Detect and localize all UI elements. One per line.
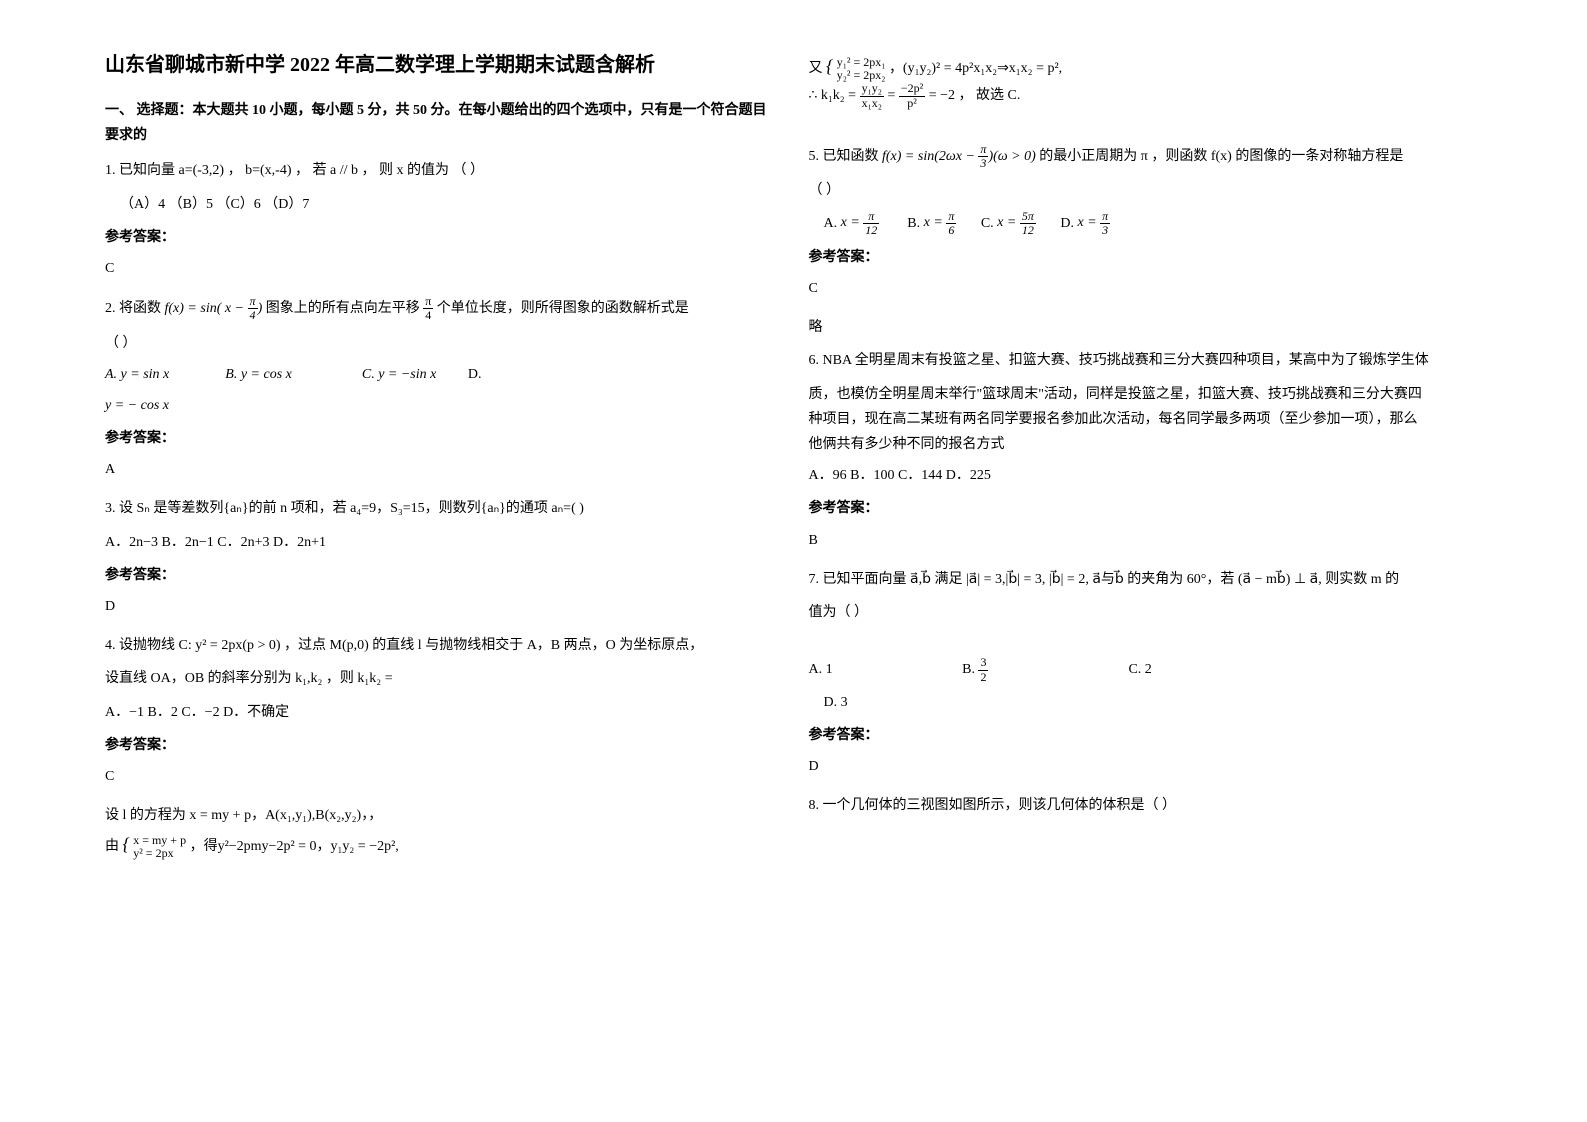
q5-text-a: 5. 已知函数 xyxy=(809,149,879,164)
q5-optB: B. xyxy=(907,215,920,230)
q5-optB-val: x = π6 xyxy=(924,215,957,230)
q2-optB: B. y = cos x xyxy=(225,367,292,382)
q7-options: A. 1 B. 32 C. 2 xyxy=(809,656,1483,683)
answer-4: C xyxy=(105,764,779,789)
question-1: 1. 已知向量 a=(-3,2) ， b=(x,-4) ， 若 a // b ，… xyxy=(105,158,779,183)
question-3: 3. 设 Sₙ 是等差数列{aₙ}的前 n 项和，若 a₄=9，S₃=15，则数… xyxy=(105,496,779,521)
answer-3: D xyxy=(105,594,779,619)
q2-text-a: 2. 将函数 xyxy=(105,301,161,316)
answer-7: D xyxy=(809,754,1483,779)
sol4-l4b: ， 故选 C. xyxy=(959,88,1021,103)
q5-text-b: 的最小正周期为 π ，则函数 f(x) 的图像的一条对称轴方程是 xyxy=(1039,149,1403,164)
q2-text-b: 图象上的所有点向左平移 xyxy=(266,301,420,316)
sol4-system1: x = my + p y² = 2px xyxy=(133,834,186,860)
q7-optC: C. 2 xyxy=(1128,662,1151,677)
q2-optD2: y = − cos x xyxy=(105,393,779,418)
q2-optD: D. xyxy=(468,367,482,382)
solution-4-line3: 又 { y₁² = 2px₁ y₂² = 2px₂ ，(y₁y₂)² = 4p²… xyxy=(809,50,1483,82)
sol4-brace1: { xyxy=(123,834,130,854)
q2-options: A. y = sin x B. y = cos x C. y = −sin x … xyxy=(105,362,779,387)
question-6-l1: 6. NBA 全明星周末有投篮之星、扣篮大赛、技巧挑战赛和三分大赛四种项目，某高… xyxy=(809,348,1483,373)
answer-5-note: 略 xyxy=(809,315,1483,340)
sol4-l3a: 又 xyxy=(809,61,823,76)
q2-optA: A. y = sin x xyxy=(105,367,169,382)
q2-paren: （ ） xyxy=(105,331,779,356)
sol4-l4a: ∴ k₁k₂ = xyxy=(809,88,860,103)
answer-label-5: 参考答案： xyxy=(809,245,1483,270)
q2-text-c: 个单位长度，则所得图象的函数解析式是 xyxy=(437,301,689,316)
sol4-frac2: −2p²p² xyxy=(899,82,925,109)
q5-optD: D. xyxy=(1060,215,1074,230)
question-2: 2. 将函数 f(x) = sin( x − π4) 图象上的所有点向左平移 π… xyxy=(105,295,779,322)
q1-options: （A）4 （B）5 （C）6 （D）7 xyxy=(120,192,779,217)
q5-optC: C. xyxy=(981,215,994,230)
solution-4-line4: ∴ k₁k₂ = y₁y₂x₁x₂ = −2p²p² = −2 ， 故选 C. xyxy=(809,82,1483,109)
answer-label-4: 参考答案： xyxy=(105,733,779,758)
answer-5: C xyxy=(809,276,1483,301)
answer-2: A xyxy=(105,457,779,482)
sol4-system2: y₁² = 2px₁ y₂² = 2px₂ xyxy=(837,56,886,82)
q5-formula: f(x) = sin(2ωx − π3)(ω > 0) xyxy=(882,149,1036,164)
sol4-brace2: { xyxy=(826,56,833,76)
question-6-l2: 质，也模仿全明星周末举行"篮球周末"活动，同样是投篮之星，扣篮大赛、技巧挑战赛和… xyxy=(809,382,1483,407)
q2-formula-1: f(x) = sin( x − π4) xyxy=(165,301,263,316)
question-6-l4: 他俩共有多少种不同的报名方式 xyxy=(809,432,1483,457)
sol4-l3b: ，(y₁y₂)² = 4p²x₁x₂⇒x₁x₂ = p², xyxy=(889,61,1062,76)
answer-1: C xyxy=(105,256,779,281)
q2-frac: π4 xyxy=(423,295,433,322)
answer-label: 参考答案： xyxy=(105,225,779,250)
question-7b: 值为（ ） xyxy=(809,600,1483,625)
answer-label-3: 参考答案： xyxy=(105,563,779,588)
q5-optC-val: x = 5π12 xyxy=(997,215,1036,230)
question-5: 5. 已知函数 f(x) = sin(2ωx − π3)(ω > 0) 的最小正… xyxy=(809,143,1483,170)
question-6-l3: 种项目，现在高二某班有两名同学要报名参加此次活动，每名同学最多两项（至少参加一项… xyxy=(809,407,1483,432)
q7-optD: D. 3 xyxy=(824,690,1483,715)
answer-label-7: 参考答案： xyxy=(809,723,1483,748)
q7-optB: B. xyxy=(962,662,975,677)
question-8: 8. 一个几何体的三视图如图所示，则该几何体的体积是（ ） xyxy=(809,793,1483,818)
sol4-frac1: y₁y₂x₁x₂ xyxy=(860,82,884,109)
section-header: 一、 选择题：本大题共 10 小题，每小题 5 分，共 50 分。在每小题给出的… xyxy=(105,98,779,148)
question-7a: 7. 已知平面向量 a⃗,b⃗ 满足 |a⃗| = 3,|b⃗| = 3, |b… xyxy=(809,567,1483,592)
answer-label-2: 参考答案： xyxy=(105,426,779,451)
question-4a: 4. 设抛物线 C: y² = 2px(p > 0) ，过点 M(p,0) 的直… xyxy=(105,633,779,658)
solution-4-line1: 设 l 的方程为 x = my + p，A(x₁,y₁),B(x₂,y₂)，， xyxy=(105,803,779,828)
q5-optA-val: x = π12 xyxy=(841,215,880,230)
q3-options: A．2n−3 B．2n−1 C．2n+3 D．2n+1 xyxy=(105,530,779,555)
q4-options: A．−1 B．2 C．−2 D．不确定 xyxy=(105,700,779,725)
q7-optA: A. 1 xyxy=(809,662,833,677)
q5-options: A. x = π12 B. x = π6 C. x = 5π12 D. x = … xyxy=(824,210,1483,237)
sol4-l2a: 由 xyxy=(105,839,119,854)
q5-optD-val: x = π3 xyxy=(1077,215,1110,230)
answer-6: B xyxy=(809,528,1483,553)
page-title: 山东省聊城市新中学 2022 年高二数学理上学期期末试题含解析 xyxy=(105,50,779,80)
solution-4-line2: 由 { x = my + p y² = 2px ，得y²−2pmy−2p² = … xyxy=(105,828,779,860)
q2-optC: C. y = −sin x xyxy=(362,367,437,382)
sol4-l2b: ，得y²−2pmy−2p² = 0，y₁y₂ = −2p², xyxy=(190,839,399,854)
q5-paren: （ ） xyxy=(809,178,1483,203)
question-4b: 设直线 OA，OB 的斜率分别为 k₁,k₂ ，则 k₁k₂ = xyxy=(105,666,779,691)
q5-optA: A. xyxy=(824,215,838,230)
answer-label-6: 参考答案： xyxy=(809,496,1483,521)
q6-options: A．96 B．100 C．144 D．225 xyxy=(809,463,1483,488)
q7-optB-val: 32 xyxy=(978,656,988,683)
